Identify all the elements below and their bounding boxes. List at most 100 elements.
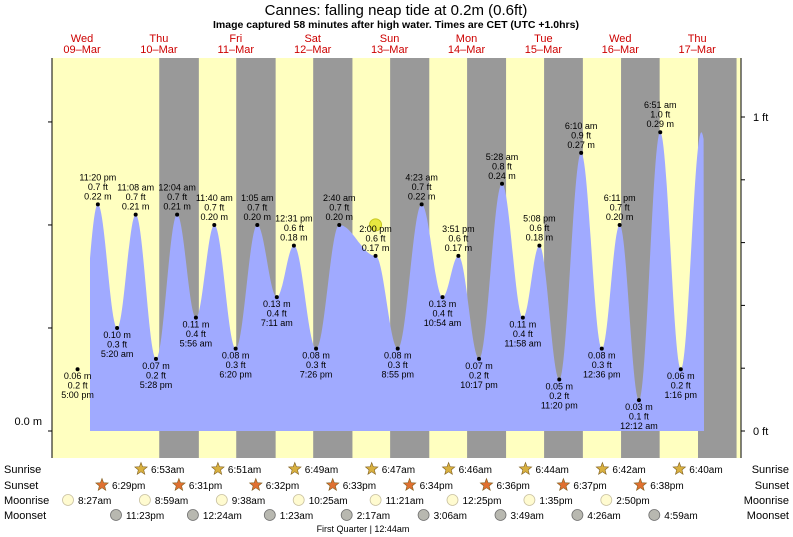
low-tide-label: 0.2 ft: [146, 370, 167, 380]
moonset-icon: [417, 509, 430, 521]
moonset-time: 3:49am: [511, 511, 544, 522]
sunset-time: 6:36pm: [497, 481, 530, 492]
low-tide-label: 0.10 m: [103, 330, 131, 340]
high-tide-label: 0.21 m: [163, 202, 191, 212]
low-tide-label: 5:28 pm: [140, 380, 173, 390]
low-tide-label: 1:16 pm: [665, 390, 698, 400]
high-tide-label: 0.24 m: [488, 171, 516, 181]
high-tide-label: 4:23 am: [405, 172, 438, 182]
moonset-icon: [263, 509, 276, 521]
day-date: 15–Mar: [525, 44, 563, 56]
high-tide-label: 0.7 ft: [88, 182, 109, 192]
moonrise-time: 9:38am: [232, 496, 265, 507]
sunrise-icon: [287, 461, 302, 475]
day-date: 13–Mar: [371, 44, 409, 56]
low-tide-label: 5:56 am: [180, 339, 213, 349]
moonset-icon: [494, 509, 507, 521]
moonset-time: 11:23pm: [126, 511, 164, 522]
high-tide-label: 0.18 m: [526, 233, 554, 243]
low-tide-label: 0.3 ft: [107, 339, 128, 349]
high-tide-label: 0.8 ft: [492, 161, 513, 171]
day-date: 12–Mar: [294, 44, 332, 56]
day-of-week: Thu: [149, 33, 168, 45]
high-tide-label: 5:08 pm: [523, 214, 556, 224]
high-tide-label: 5:28 am: [486, 152, 519, 162]
sunset-icon: [95, 477, 109, 491]
high-tide-label: 6:11 pm: [604, 193, 636, 203]
high-tide-label: 0.6 ft: [284, 223, 305, 233]
low-tide-label: 11:20 pm: [541, 400, 578, 410]
low-tide-label: 0.13 m: [429, 299, 457, 309]
low-tide-label: 0.08 m: [222, 351, 250, 361]
sunset-icon: [556, 477, 571, 491]
low-tide-label: 0.06 m: [64, 371, 92, 381]
current-tide-marker: [369, 218, 383, 232]
high-tide-label: 12:04 am: [158, 183, 196, 193]
low-tide-label: 0.13 m: [263, 299, 291, 309]
sunset-row-label-left: Sunset: [4, 480, 38, 492]
high-tide-label: 0.27 m: [567, 140, 595, 150]
moonset-time: 1:23am: [280, 511, 313, 522]
day-of-week: Fri: [229, 33, 242, 45]
tide-series: [90, 132, 704, 432]
high-tide-label: 0.22 m: [84, 191, 112, 201]
high-tide-label: 6:51 am: [644, 100, 677, 110]
high-tide-label: 0.6 ft: [529, 223, 550, 233]
high-tide-label: 0.7 ft: [126, 192, 147, 202]
sunset-time: 6:33pm: [343, 481, 376, 492]
extreme-point: [233, 346, 238, 351]
sunset-time: 6:37pm: [573, 481, 606, 492]
extreme-point: [175, 212, 180, 217]
sunset-time: 6:34pm: [420, 481, 453, 492]
low-tide-label: 5:20 am: [101, 349, 134, 359]
sunset-time: 6:32pm: [266, 481, 299, 492]
high-tide-label: 0.18 m: [280, 233, 308, 243]
low-tide-label: 0.1 ft: [629, 412, 650, 422]
extreme-point: [520, 315, 525, 320]
moonrise-time: 12:25pm: [463, 496, 502, 507]
sunrise-icon: [364, 461, 379, 475]
sunrise-time: 6:40am: [689, 465, 722, 476]
low-tide-label: 6:20 pm: [219, 370, 252, 380]
low-tide-label: 0.11 m: [182, 320, 209, 330]
moonset-icon: [186, 509, 199, 521]
right-axis-label: 1 ft: [753, 112, 768, 124]
low-tide-label: 7:11 am: [261, 318, 293, 328]
extreme-point: [133, 212, 138, 217]
day-of-week: Wed: [609, 33, 631, 45]
low-tide-label: 0.3 ft: [226, 360, 247, 370]
high-tide-label: 1.0 ft: [650, 110, 671, 120]
day-of-week: Mon: [456, 33, 477, 45]
moonset-icon: [110, 509, 122, 521]
moonrise-time: 10:25am: [309, 496, 348, 507]
extreme-point: [617, 222, 622, 227]
low-tide-label: 0.4 ft: [433, 309, 454, 319]
low-tide-label: 5:00 pm: [61, 390, 94, 400]
day-of-week: Sun: [380, 33, 400, 45]
moonrise-icon: [600, 494, 613, 506]
day-date: 11–Mar: [218, 44, 255, 56]
extreme-point: [395, 346, 400, 351]
extreme-point: [274, 295, 279, 300]
low-tide-label: 7:26 pm: [300, 370, 333, 380]
low-tide-label: 12:12 am: [620, 421, 658, 431]
day-labels: Wed09–MarThu10–MarFri11–MarSat12–MarSun1…: [63, 33, 716, 56]
moonrise-icon: [446, 494, 459, 506]
extreme-point: [337, 222, 342, 227]
low-tide-label: 10:54 am: [424, 318, 462, 328]
sun-moon-table: Sunrise Sunrise 6:53am 6:51am 6:49am 6:47am 6:…: [4, 461, 789, 534]
sunrise-time: 6:46am: [459, 465, 492, 476]
day-of-week: Wed: [71, 33, 93, 45]
extreme-point: [476, 356, 481, 361]
sunrise-time: 6:49am: [305, 465, 338, 476]
sunrise-icon: [595, 461, 610, 475]
moonrise-time: 1:35pm: [539, 496, 572, 507]
high-tide-label: 0.7 ft: [204, 202, 225, 212]
moonrise-icon: [138, 494, 151, 506]
low-tide-label: 0.4 ft: [513, 329, 534, 339]
low-tide-label: 0.3 ft: [388, 360, 409, 370]
extreme-point: [373, 253, 378, 258]
moonset-time: 4:26am: [587, 511, 620, 522]
high-tide-label: 0.7 ft: [412, 182, 433, 192]
